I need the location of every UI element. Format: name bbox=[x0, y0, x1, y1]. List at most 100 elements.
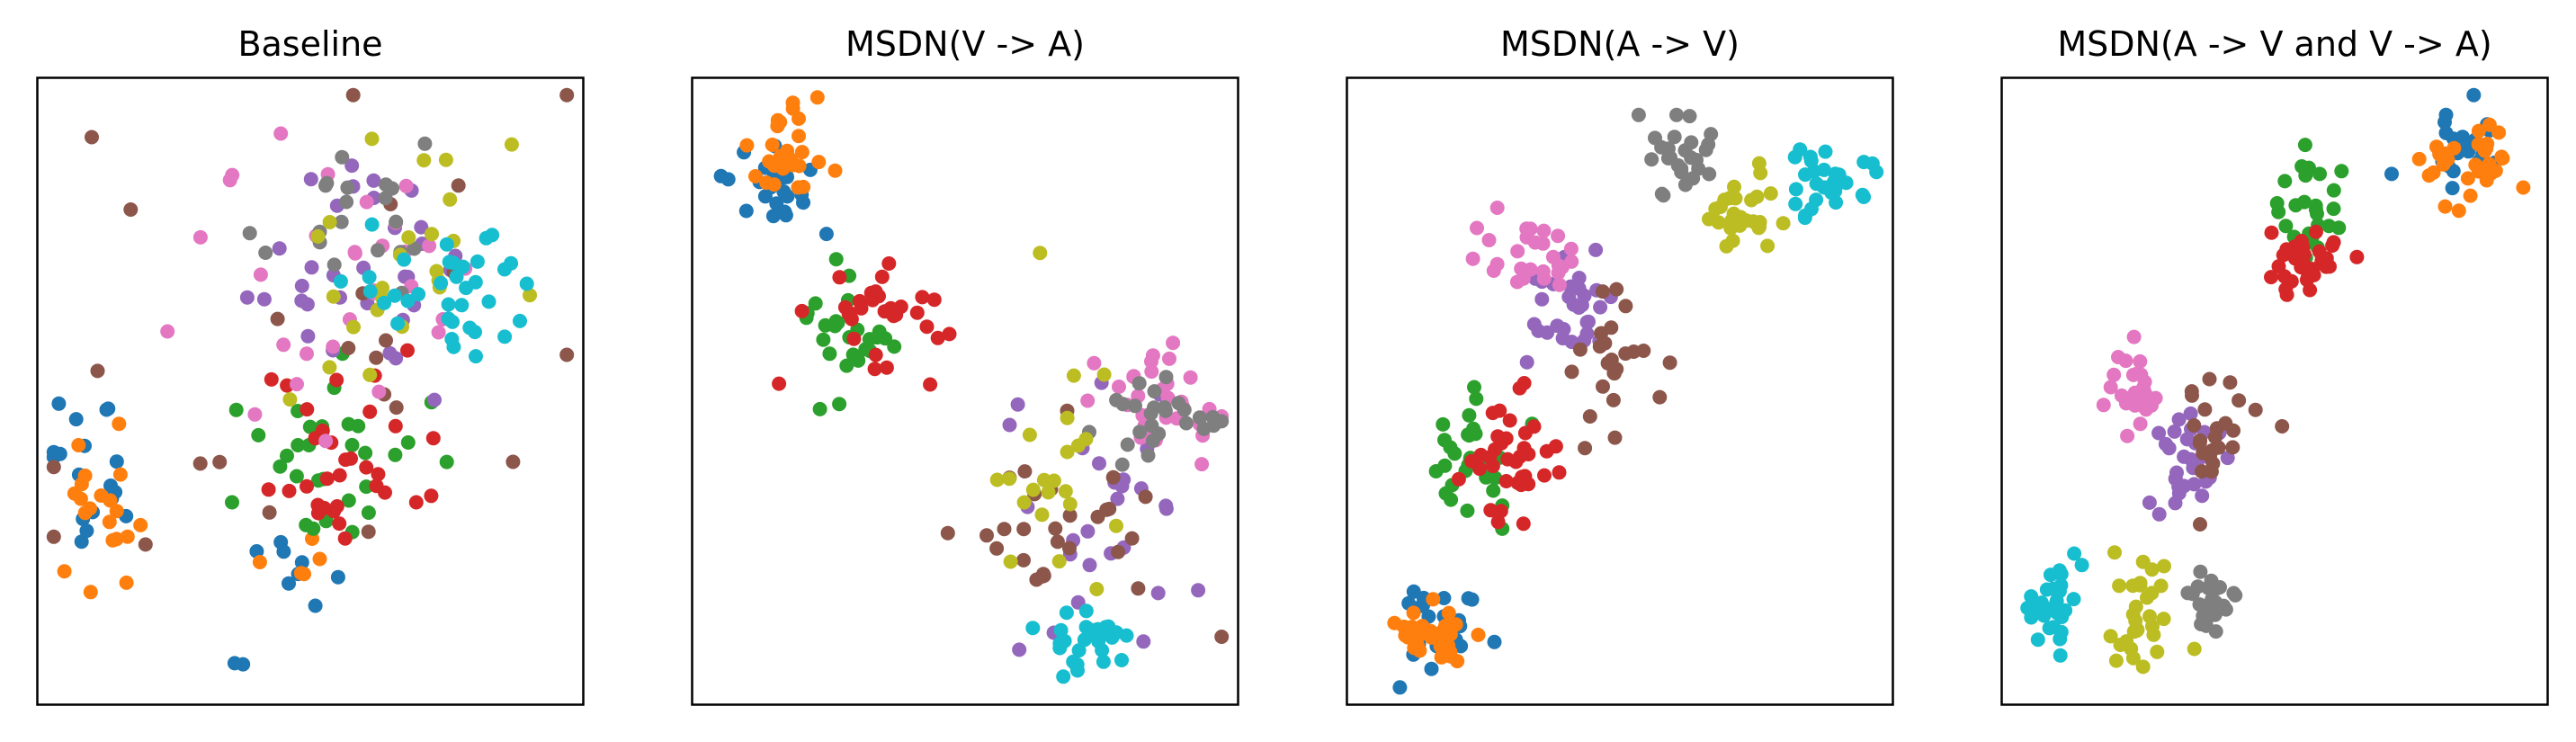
scatter-point bbox=[1002, 471, 1017, 487]
cluster-c9 bbox=[2020, 546, 2089, 663]
scatter-point bbox=[1539, 443, 1554, 459]
scatter-point bbox=[388, 418, 403, 434]
scatter-point bbox=[2096, 398, 2111, 413]
scatter-point bbox=[371, 243, 385, 258]
scatter-point bbox=[133, 517, 148, 532]
scatter-point bbox=[1078, 432, 1094, 447]
scatter-point bbox=[83, 585, 98, 600]
scatter-point bbox=[1802, 149, 1818, 165]
scatter-point bbox=[1166, 335, 1181, 351]
scatter-point bbox=[1114, 457, 1130, 472]
subplot-msdn-a-to-v: MSDN(A -> V) bbox=[1346, 0, 1894, 742]
scatter-point bbox=[338, 452, 353, 468]
cluster-c7 bbox=[1082, 370, 1230, 472]
scatter-point bbox=[2458, 141, 2473, 156]
scatter-point bbox=[2151, 506, 2167, 522]
scatter-point bbox=[1809, 192, 1824, 208]
scatter-point bbox=[2225, 440, 2241, 455]
scatter-point bbox=[109, 454, 124, 469]
scatter-point bbox=[1002, 417, 1017, 433]
scatter-point bbox=[1609, 362, 1624, 377]
scatter-point bbox=[1138, 489, 1153, 505]
scatter-point bbox=[2024, 589, 2039, 604]
scatter-point bbox=[1572, 342, 1588, 357]
scatter-point bbox=[481, 294, 496, 309]
scatter-point bbox=[1540, 325, 1555, 340]
scatter-point bbox=[1526, 317, 1542, 332]
cluster-c3 bbox=[772, 256, 957, 392]
scatter-point bbox=[846, 331, 862, 346]
scatter-point bbox=[417, 136, 433, 151]
scatter-point bbox=[1579, 326, 1595, 341]
scatter-point bbox=[441, 297, 456, 312]
scatter-point bbox=[2248, 402, 2263, 417]
subplot-baseline: Baseline bbox=[36, 0, 585, 742]
scatter-point bbox=[1105, 469, 1121, 485]
scatter-point bbox=[192, 229, 208, 245]
scatter-point bbox=[504, 137, 519, 152]
scatter-point bbox=[300, 402, 315, 417]
scatter-point bbox=[120, 529, 135, 544]
scatter-point bbox=[1143, 406, 1158, 421]
scatter-point bbox=[2054, 610, 2070, 624]
scatter-point bbox=[2480, 136, 2495, 151]
scatter-point bbox=[1489, 256, 1505, 272]
scatter-point bbox=[1470, 220, 1484, 236]
scatter-point bbox=[2297, 194, 2312, 210]
scatter-point bbox=[1465, 251, 1480, 266]
scatter-point bbox=[1691, 161, 1706, 176]
subplot-msdn-both: MSDN(A -> V and V -> A) bbox=[2000, 0, 2549, 742]
scatter-point bbox=[1034, 507, 1050, 523]
scatter-point bbox=[1550, 318, 1565, 334]
subplot-title: MSDN(A -> V and V -> A) bbox=[2057, 24, 2492, 64]
scatter-point bbox=[1502, 413, 1517, 428]
scatter-point bbox=[345, 87, 361, 103]
scatter-point bbox=[68, 412, 84, 427]
scatter-point bbox=[1592, 339, 1607, 354]
scatter-point bbox=[400, 343, 415, 358]
scatter-point bbox=[808, 296, 823, 311]
scatter-point bbox=[291, 438, 306, 452]
scatter-point bbox=[1636, 344, 1651, 358]
scatter-point bbox=[1025, 482, 1041, 497]
scatter-point bbox=[1436, 591, 1452, 605]
scatter-point bbox=[1684, 135, 1699, 150]
scatter-point bbox=[818, 227, 834, 242]
scatter-point bbox=[1751, 156, 1767, 171]
cluster-c4 bbox=[1519, 242, 1618, 370]
scatter-point bbox=[397, 252, 412, 267]
scatter-point bbox=[915, 290, 930, 305]
scatter-point bbox=[2042, 621, 2057, 636]
scatter-point bbox=[1644, 152, 1659, 167]
scatter-point bbox=[879, 360, 894, 375]
scatter-point bbox=[1082, 558, 1097, 573]
scatter-point bbox=[1092, 456, 1106, 471]
scatter-point bbox=[258, 246, 273, 260]
scatter-point bbox=[1667, 130, 1682, 145]
cluster-c9 bbox=[1787, 142, 1884, 226]
scatter-point bbox=[2445, 181, 2460, 196]
scatter-point bbox=[1410, 638, 1426, 653]
scatter-point bbox=[247, 407, 263, 422]
scatter-point bbox=[1016, 522, 1032, 537]
scatter-point bbox=[792, 112, 806, 126]
scatter-point bbox=[1595, 284, 1610, 299]
scatter-point bbox=[2106, 367, 2122, 382]
scatter-point bbox=[1702, 166, 1717, 182]
scatter-point bbox=[300, 297, 315, 312]
scatter-point bbox=[1519, 354, 1534, 370]
scatter-point bbox=[2322, 259, 2337, 274]
scatter-point bbox=[1752, 219, 1767, 235]
scatter-point bbox=[462, 320, 478, 335]
scatter-point bbox=[469, 349, 483, 364]
scatter-point bbox=[2208, 624, 2223, 639]
scatter-point bbox=[1500, 451, 1516, 467]
scatter-point bbox=[854, 300, 869, 316]
scatter-point bbox=[1461, 591, 1476, 606]
scatter-point bbox=[303, 172, 318, 187]
cluster-c8 bbox=[1702, 156, 1791, 254]
scatter-point bbox=[99, 402, 114, 417]
scatter-point bbox=[2074, 558, 2089, 573]
scatter-point bbox=[2139, 402, 2153, 417]
scatter-point bbox=[868, 347, 883, 362]
